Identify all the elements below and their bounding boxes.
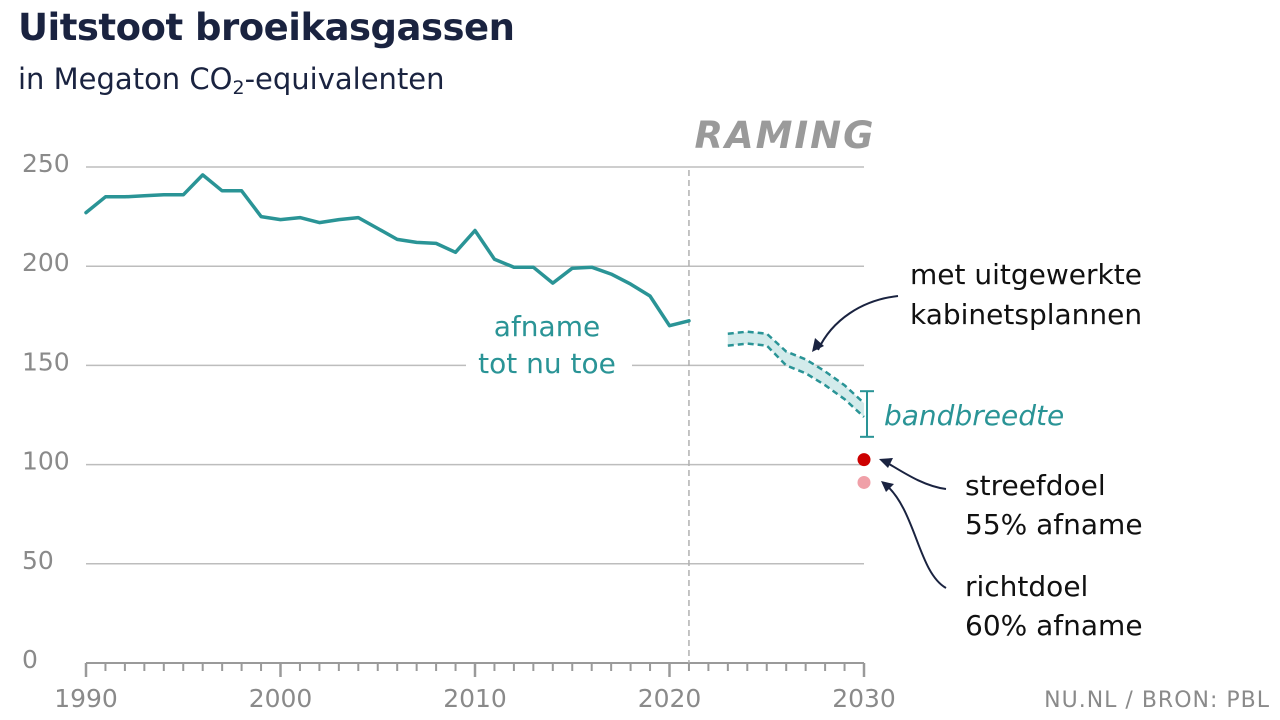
subtitle-text-end: -equivalenten	[244, 62, 445, 96]
bandwidth-label: bandbreedte	[884, 399, 1064, 432]
x-tick-label: 2030	[832, 684, 896, 713]
y-tick-labels: 0 50 100 150 200 250	[22, 149, 70, 674]
richtdoel-arrow	[884, 483, 947, 589]
band-fill	[727, 331, 864, 417]
subtitle-subscript: 2	[232, 77, 245, 99]
plans-arrowhead	[812, 338, 824, 352]
bandwidth-bracket	[860, 390, 874, 438]
annotation-backdrop	[466, 348, 632, 382]
projection-band	[727, 330, 865, 418]
plans-arrow	[817, 295, 899, 351]
subtitle-text: in Megaton CO	[18, 62, 233, 96]
richtdoel-point	[857, 475, 871, 489]
projection-label: RAMING	[694, 114, 875, 157]
plans-annotation-line1: met uitgewerkte	[910, 258, 1142, 291]
band-lower-line	[727, 342, 865, 418]
richtdoel-arrowhead	[881, 481, 894, 492]
history-line	[84, 173, 691, 328]
x-axis: 1990 2000 2010 2020 2030	[54, 662, 896, 713]
x-tick-label: 2010	[443, 684, 507, 713]
targets	[857, 453, 871, 489]
y-tick-label: 50	[22, 546, 54, 575]
x-tick-label: 2000	[249, 684, 313, 713]
y-tick-label: 0	[22, 645, 38, 674]
x-tick-label: 1990	[54, 684, 118, 713]
chart-subtitle: in Megaton CO2-equivalenten	[18, 62, 445, 99]
streefdoel-label-line2: 55% afname	[965, 508, 1143, 541]
history-annotation-line1: afname	[494, 310, 600, 343]
chart-title: Uitstoot broeikasgassen	[18, 6, 515, 49]
history-series	[84, 173, 691, 328]
y-tick-label: 100	[22, 447, 70, 476]
x-tick-label: 2020	[638, 684, 702, 713]
y-tick-label: 250	[22, 149, 70, 178]
y-tick-label: 150	[22, 347, 70, 376]
richtdoel-label-line1: richtdoel	[965, 570, 1088, 603]
y-tick-label: 200	[22, 248, 70, 277]
plans-annotation-line2: kabinetsplannen	[910, 298, 1142, 331]
history-annotation-line2: tot nu toe	[478, 347, 616, 380]
streefdoel-arrow	[883, 460, 947, 490]
streefdoel-label-line1: streefdoel	[965, 469, 1106, 502]
streefdoel-point	[857, 453, 871, 467]
streefdoel-arrowhead	[879, 458, 893, 468]
source-credit: NU.NL / BRON: PBL	[1044, 688, 1270, 713]
richtdoel-label-line2: 60% afname	[965, 609, 1143, 642]
band-upper-line	[727, 330, 865, 405]
